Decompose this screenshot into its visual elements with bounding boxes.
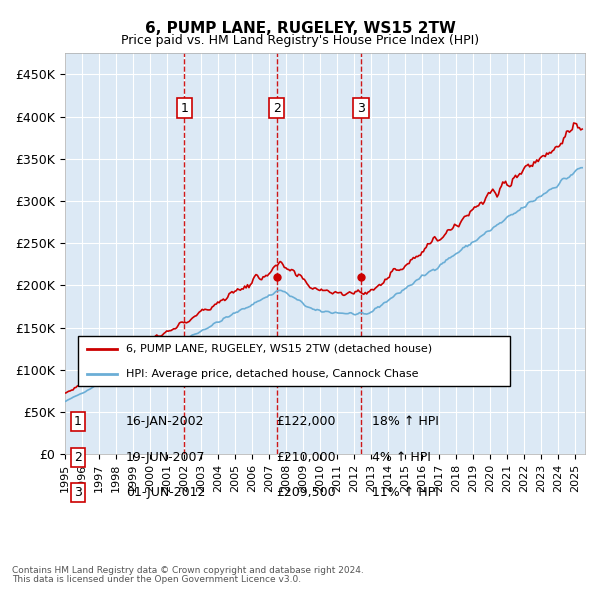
Text: This data is licensed under the Open Government Licence v3.0.: This data is licensed under the Open Gov… — [12, 575, 301, 584]
Text: £209,500: £209,500 — [276, 486, 335, 499]
Text: 16-JAN-2002: 16-JAN-2002 — [126, 415, 205, 428]
Text: 3: 3 — [357, 101, 365, 114]
Text: 4% ↑ HPI: 4% ↑ HPI — [372, 451, 431, 464]
Text: 3: 3 — [74, 486, 82, 499]
Text: 01-JUN-2012: 01-JUN-2012 — [126, 486, 205, 499]
Text: £210,000: £210,000 — [276, 451, 335, 464]
Text: 19-JUN-2007: 19-JUN-2007 — [126, 451, 205, 464]
Text: 1: 1 — [74, 415, 82, 428]
Text: 2: 2 — [74, 451, 82, 464]
Text: 6, PUMP LANE, RUGELEY, WS15 2TW: 6, PUMP LANE, RUGELEY, WS15 2TW — [145, 21, 455, 35]
Text: 18% ↑ HPI: 18% ↑ HPI — [372, 415, 439, 428]
Text: 6, PUMP LANE, RUGELEY, WS15 2TW (detached house): 6, PUMP LANE, RUGELEY, WS15 2TW (detache… — [125, 344, 431, 354]
Text: 11% ↑ HPI: 11% ↑ HPI — [372, 486, 439, 499]
Text: HPI: Average price, detached house, Cannock Chase: HPI: Average price, detached house, Cann… — [125, 369, 418, 379]
Text: Contains HM Land Registry data © Crown copyright and database right 2024.: Contains HM Land Registry data © Crown c… — [12, 566, 364, 575]
FancyBboxPatch shape — [78, 336, 510, 386]
Text: 2: 2 — [273, 101, 281, 114]
Text: 1: 1 — [181, 101, 188, 114]
Text: £122,000: £122,000 — [276, 415, 335, 428]
Text: Price paid vs. HM Land Registry's House Price Index (HPI): Price paid vs. HM Land Registry's House … — [121, 34, 479, 47]
